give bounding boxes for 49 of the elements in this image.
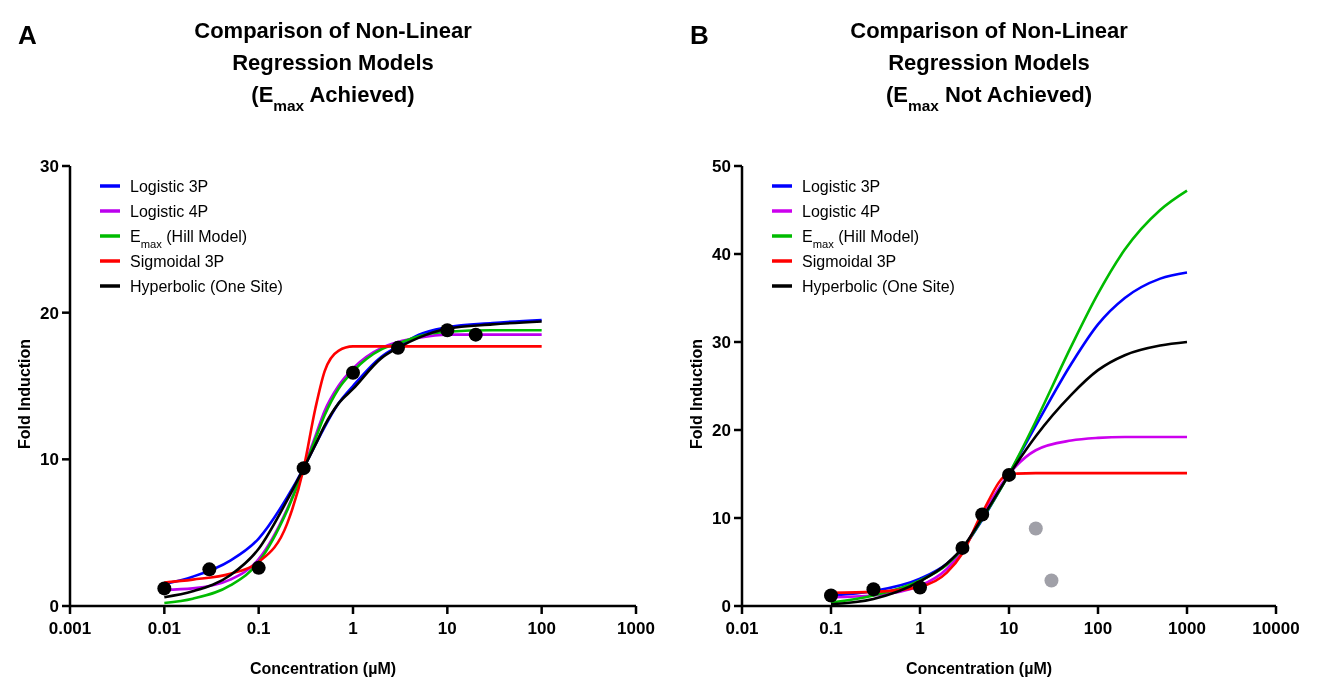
x-axis-title: Concentration (µM)	[905, 660, 1053, 677]
legend-label: Logistic 3P	[130, 178, 209, 195]
legend-label: Sigmoidal 3P	[802, 253, 897, 270]
text: B	[690, 20, 709, 50]
x-tick-label: 10000	[1252, 619, 1300, 638]
x-tick-label: 0.1	[819, 619, 843, 638]
x-tick-label: 1000	[1168, 619, 1206, 638]
legend-label: Hyperbolic (One Site)	[802, 278, 955, 295]
point	[296, 461, 311, 476]
x-tick-label: 10	[999, 619, 1019, 638]
x-axis-title: Concentration (µM)	[249, 660, 397, 677]
point	[440, 323, 455, 338]
x-tick-label: 0.001	[48, 619, 92, 638]
y-axis-title: Fold Induction	[16, 338, 33, 450]
y-tick-label: 10	[712, 509, 731, 528]
point	[391, 340, 406, 355]
y-tick-label: 30	[712, 333, 731, 352]
legend-label: E$_{max}$ (Hill Model)	[130, 228, 248, 250]
legend-label: Logistic 4P	[802, 203, 881, 220]
x-tick-label: 100	[1083, 619, 1113, 638]
legend-label: Logistic 4P	[130, 203, 209, 220]
y-axis-title: Fold Induction	[688, 338, 705, 450]
chart-title: Comparison of Non-Linear Regression Models (E$_{max}$ Not Achieved)	[850, 18, 1129, 114]
point	[157, 581, 172, 596]
legend-label: Hyperbolic (One Site)	[130, 278, 283, 295]
legend-label: Logistic 3P	[802, 178, 881, 195]
x-tick-label: 1	[348, 619, 358, 638]
y-tick-label: 20	[40, 303, 59, 323]
y-tick-label: 50	[712, 157, 731, 176]
chart-title: Comparison of Non-Linear Regression Models (E$_{max}$ Achieved)	[194, 18, 473, 114]
legend-label: E$_{max}$ (Hill Model)	[802, 228, 920, 250]
x-tick-label: 0.1	[246, 619, 271, 638]
x-tick-label: 10	[437, 619, 457, 638]
legend-label: Sigmoidal 3P	[130, 253, 225, 270]
text: A	[18, 20, 37, 50]
x-tick-label: 0.01	[725, 619, 759, 638]
x-tick-label: 1000	[617, 619, 655, 638]
y-tick-label: 20	[712, 421, 731, 440]
point	[251, 560, 266, 575]
y-tick-label: 0	[721, 597, 731, 616]
y-tick-label: 40	[712, 245, 731, 264]
x-tick-label: 1	[915, 619, 925, 638]
x-tick-label: 100	[527, 619, 556, 638]
point	[346, 365, 360, 380]
y-tick-label: 10	[40, 450, 59, 470]
y-tick-label: 0	[49, 597, 59, 616]
point	[202, 562, 217, 577]
y-tick-label: 30	[40, 157, 59, 176]
x-tick-label: 0.01	[147, 619, 181, 638]
